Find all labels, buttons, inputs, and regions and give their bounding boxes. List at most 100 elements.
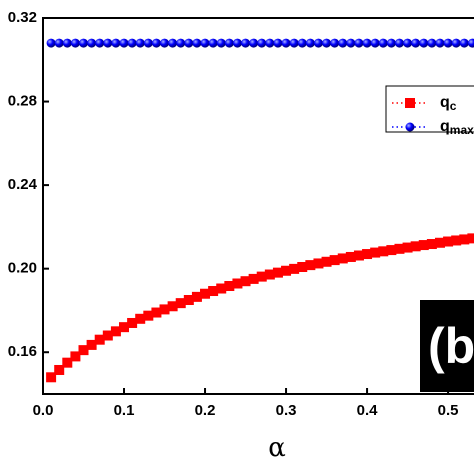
y-tick-label: 0.16 bbox=[8, 343, 37, 360]
marker bbox=[183, 295, 194, 305]
marker bbox=[434, 237, 445, 248]
marker bbox=[313, 38, 323, 48]
marker bbox=[386, 38, 396, 48]
marker bbox=[345, 251, 356, 262]
marker bbox=[208, 38, 218, 48]
marker bbox=[426, 239, 437, 250]
marker bbox=[297, 261, 308, 272]
y-tick-label: 0.20 bbox=[8, 260, 37, 277]
marker bbox=[378, 246, 389, 257]
marker bbox=[160, 38, 170, 48]
marker bbox=[151, 38, 161, 48]
marker bbox=[354, 38, 364, 48]
marker bbox=[305, 260, 316, 271]
marker bbox=[103, 38, 113, 48]
x-tick-label: 0.1 bbox=[114, 402, 135, 419]
annotation-box bbox=[420, 300, 474, 392]
marker bbox=[289, 263, 300, 274]
marker bbox=[265, 38, 275, 48]
marker bbox=[297, 38, 307, 48]
marker bbox=[459, 38, 469, 48]
marker bbox=[184, 38, 194, 48]
y-tick-label: 0.24 bbox=[8, 176, 38, 193]
marker bbox=[127, 317, 138, 328]
marker bbox=[143, 38, 153, 48]
annotation: (b) bbox=[428, 318, 474, 374]
marker bbox=[257, 38, 267, 48]
marker bbox=[86, 339, 97, 350]
marker bbox=[175, 298, 186, 309]
marker bbox=[241, 38, 251, 48]
y-tick-label: 0.28 bbox=[8, 93, 37, 110]
marker bbox=[410, 241, 421, 252]
marker bbox=[94, 334, 105, 345]
marker bbox=[418, 240, 429, 251]
marker bbox=[143, 310, 154, 321]
marker bbox=[272, 267, 283, 278]
marker bbox=[102, 330, 113, 341]
legend-label: qc bbox=[440, 94, 457, 113]
marker bbox=[119, 322, 130, 333]
marker bbox=[232, 278, 243, 289]
marker bbox=[200, 288, 211, 299]
marker bbox=[394, 38, 404, 48]
axis-frame bbox=[42, 17, 474, 395]
marker bbox=[46, 38, 56, 48]
x-tick-label: 0.0 bbox=[33, 402, 54, 419]
marker bbox=[411, 38, 421, 48]
marker bbox=[403, 38, 413, 48]
marker bbox=[224, 281, 235, 292]
legend-label-sub: max bbox=[450, 123, 474, 137]
marker bbox=[346, 38, 356, 48]
marker bbox=[167, 301, 178, 312]
marker bbox=[353, 250, 364, 261]
marker bbox=[405, 98, 415, 108]
x-axis-label: α bbox=[268, 433, 286, 463]
marker bbox=[151, 307, 162, 318]
marker bbox=[451, 38, 461, 48]
marker bbox=[321, 256, 332, 267]
marker bbox=[378, 38, 388, 48]
marker bbox=[281, 265, 292, 276]
marker bbox=[322, 38, 332, 48]
marker bbox=[467, 233, 474, 244]
marker bbox=[119, 38, 129, 48]
marker bbox=[127, 38, 137, 48]
marker bbox=[467, 38, 474, 48]
marker bbox=[110, 326, 121, 337]
marker bbox=[62, 38, 72, 48]
marker bbox=[70, 38, 80, 48]
marker bbox=[273, 38, 283, 48]
marker bbox=[305, 38, 315, 48]
marker bbox=[443, 236, 454, 247]
marker bbox=[200, 38, 210, 48]
marker bbox=[330, 38, 340, 48]
marker bbox=[313, 258, 324, 269]
marker bbox=[256, 271, 267, 282]
marker bbox=[427, 38, 437, 48]
marker bbox=[435, 38, 445, 48]
x-tick-label: 0.2 bbox=[195, 402, 216, 419]
marker bbox=[232, 38, 242, 48]
marker bbox=[249, 38, 259, 48]
marker bbox=[62, 357, 73, 368]
marker bbox=[216, 283, 227, 294]
y-tick-label: 0.32 bbox=[8, 9, 37, 26]
marker bbox=[405, 122, 415, 132]
x-tick-label: 0.5 bbox=[438, 402, 459, 419]
marker bbox=[191, 291, 202, 302]
marker bbox=[240, 276, 251, 287]
marker bbox=[248, 273, 259, 284]
legend-label: qmax bbox=[440, 118, 474, 137]
marker bbox=[362, 38, 372, 48]
marker bbox=[168, 38, 178, 48]
marker bbox=[46, 372, 57, 383]
marker bbox=[192, 38, 202, 48]
marker bbox=[264, 269, 275, 280]
legend-label-main: q bbox=[440, 94, 450, 111]
legend-label-sub: c bbox=[450, 99, 457, 113]
marker bbox=[329, 255, 340, 266]
marker bbox=[208, 286, 219, 297]
marker bbox=[459, 234, 470, 245]
marker bbox=[338, 38, 348, 48]
